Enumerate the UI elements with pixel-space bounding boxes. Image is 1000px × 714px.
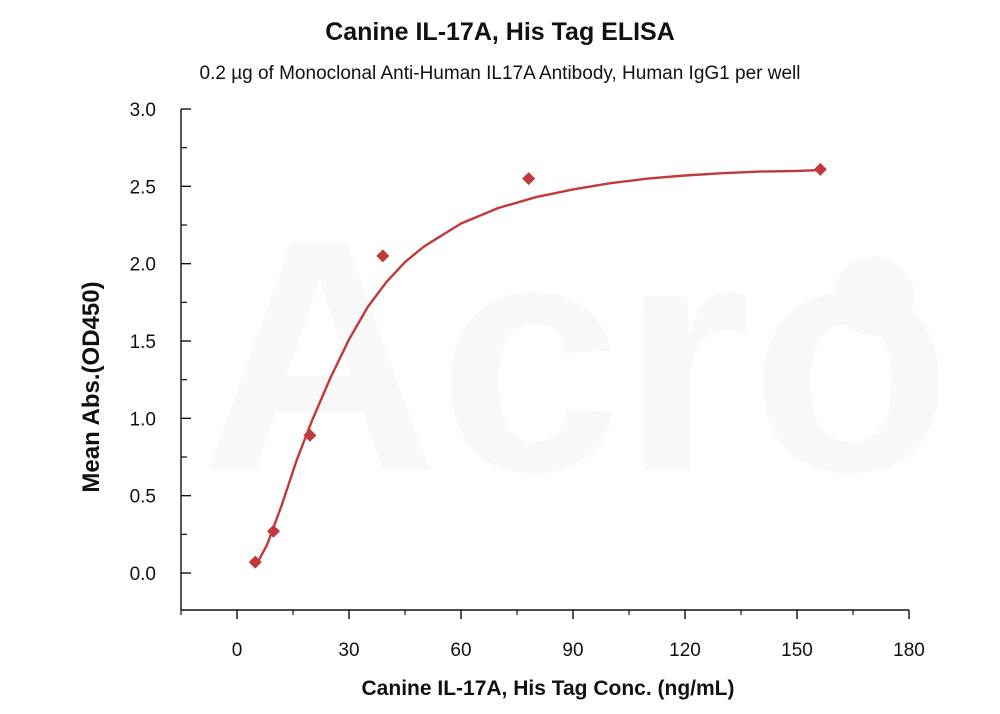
data-points-layer [248,162,827,569]
y-tick-label: 0.0 [130,564,156,585]
y-tick-label: 3.0 [130,100,156,121]
y-axis-label: Mean Abs.(OD450) [78,281,105,492]
y-tick-label: 2.5 [130,177,156,198]
data-point [522,172,536,186]
x-tick-label: 90 [562,640,583,661]
x-tick-label: 120 [669,640,701,661]
data-point [303,428,317,442]
x-tick-label: 30 [338,640,359,661]
x-tick-label: 150 [781,640,813,661]
y-tick-label: 2.0 [130,255,156,276]
fit-curve-layer [254,168,821,568]
x-axis-label: Canine IL-17A, His Tag Conc. (ng/mL) [362,677,735,700]
x-tick-label: 60 [450,640,471,661]
chart-subtitle: 0.2 µg of Monoclonal Anti-Human IL17A An… [199,63,801,84]
x-tick-label: 0 [232,640,243,661]
chart-title: Canine IL-17A, His Tag ELISA [325,18,675,46]
y-tick-label: 1.0 [130,409,156,430]
axes: 0.0 0.5 1.0 1.5 2.0 2.5 3.0 0 30 60 90 120 150 180 [130,100,925,661]
x-tick-label: 180 [893,640,925,661]
y-tick-label: 1.5 [130,332,156,353]
fit-curve [254,168,821,568]
data-point [813,162,827,176]
data-point [376,249,390,263]
data-point [248,555,262,569]
watermark-logo: Acro [200,171,952,540]
svg-text:Acro: Acro [200,171,952,540]
data-point [266,524,280,538]
y-tick-label: 0.5 [130,487,156,508]
